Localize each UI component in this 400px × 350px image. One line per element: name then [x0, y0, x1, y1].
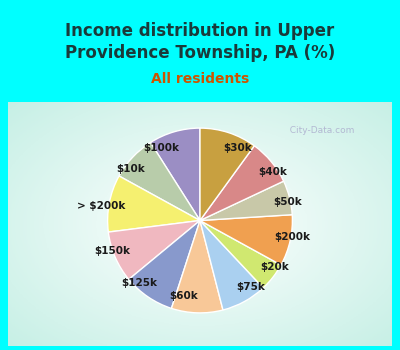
Wedge shape: [200, 220, 263, 310]
Text: > $200k: > $200k: [77, 201, 152, 211]
Text: $125k: $125k: [122, 260, 172, 288]
Wedge shape: [200, 128, 254, 220]
Text: $30k: $30k: [216, 144, 252, 174]
Text: $75k: $75k: [224, 263, 265, 292]
Wedge shape: [108, 220, 200, 279]
Text: $20k: $20k: [239, 250, 289, 272]
Text: All residents: All residents: [151, 72, 249, 86]
Wedge shape: [129, 220, 200, 308]
Text: $40k: $40k: [238, 167, 287, 190]
Wedge shape: [150, 128, 200, 220]
Text: $50k: $50k: [248, 197, 302, 209]
Text: $100k: $100k: [143, 143, 185, 174]
Wedge shape: [200, 220, 281, 288]
Wedge shape: [172, 220, 223, 313]
Wedge shape: [200, 215, 292, 265]
Text: $200k: $200k: [248, 231, 310, 242]
Text: City-Data.com: City-Data.com: [284, 126, 355, 135]
Wedge shape: [119, 142, 200, 220]
Text: $60k: $60k: [169, 269, 198, 301]
Wedge shape: [200, 146, 284, 220]
Text: Income distribution in Upper
Providence Township, PA (%): Income distribution in Upper Providence …: [65, 22, 335, 62]
Wedge shape: [108, 176, 200, 232]
Wedge shape: [200, 181, 292, 220]
Text: $150k: $150k: [94, 239, 155, 255]
Text: $10k: $10k: [116, 164, 164, 188]
